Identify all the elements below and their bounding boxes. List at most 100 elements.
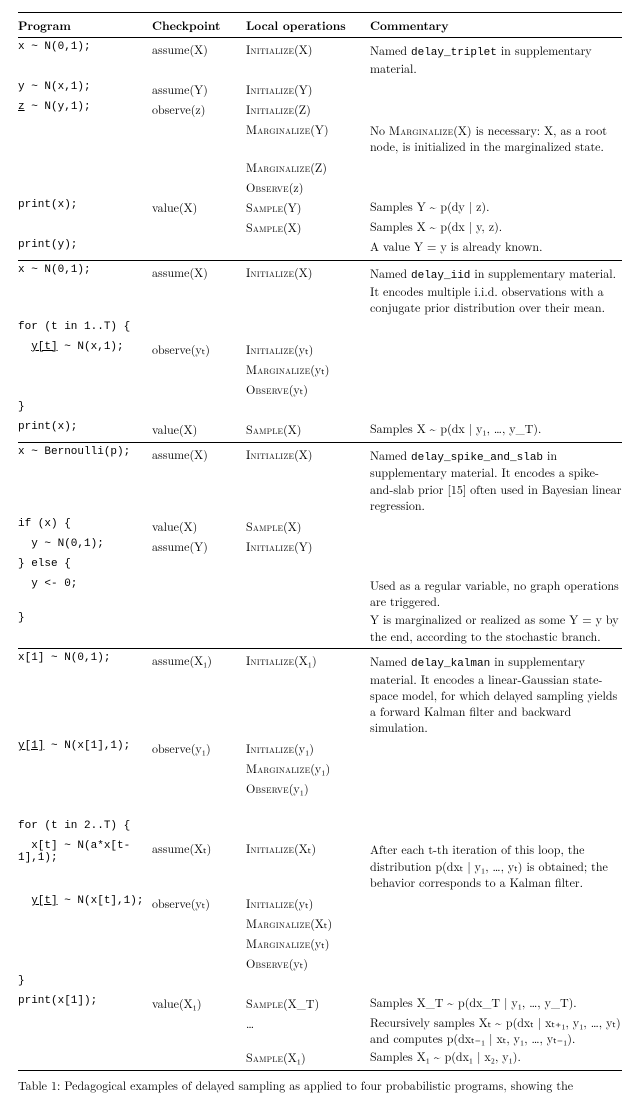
table-row: for (t in 1..T) {	[18, 320, 622, 340]
cell-commentary: Samples X₁ ~ p(dx₁ | x₂, y₁).	[370, 1049, 622, 1065]
cell-checkpoint: observe(y₁)	[152, 740, 246, 757]
cell-op: Sample(X)	[246, 518, 370, 535]
table-row: Observe(y₁)	[18, 779, 622, 799]
cell-op: Marginalize(Y)	[246, 121, 370, 138]
table-body: x ~ N(0,1);assume(X)Initialize(X)Named d…	[18, 38, 622, 1070]
table-header-row: Program Checkpoint Local operations Comm…	[18, 13, 622, 37]
table-row	[18, 799, 622, 819]
table-row: x ~ N(0,1);assume(X)Initialize(X)Named d…	[18, 263, 622, 319]
cell-program: y[t] ~ N(x[t],1);	[18, 895, 152, 907]
cell-program: y ~ N(0,1);	[18, 538, 152, 550]
cell-commentary: Named delay_spike_and_slab in supplement…	[370, 446, 622, 516]
table-block: x ~ Bernoulli(p);assume(X)Initialize(X)N…	[18, 443, 622, 648]
table-row: x ~ N(0,1);assume(X)Initialize(X)Named d…	[18, 40, 622, 80]
cell-program: x ~ N(0,1);	[18, 264, 152, 276]
cell-checkpoint: assume(X₁)	[152, 652, 246, 669]
table-row: for (t in 2..T) {	[18, 819, 622, 839]
table-row: x ~ Bernoulli(p);assume(X)Initialize(X)N…	[18, 445, 622, 517]
table-caption: Table 1: Pedagogical examples of delayed…	[18, 1071, 622, 1096]
cell-op: Initialize(X)	[246, 446, 370, 463]
table-row: Sample(X)Samples X ~ p(dx | y, z).	[18, 218, 622, 238]
cell-op: Marginalize(yₜ)	[246, 361, 370, 378]
cell-op: Initialize(X)	[246, 264, 370, 281]
cell-checkpoint: observe(yₜ)	[152, 341, 246, 358]
table-row: x[1] ~ N(0,1);assume(X₁)Initialize(X₁)Na…	[18, 651, 622, 740]
cell-op: Sample(X)	[246, 219, 370, 236]
table-row: Observe(yₜ)	[18, 954, 622, 974]
cell-commentary: Samples Y ~ p(dy | z).	[370, 199, 622, 215]
cell-program: print(x);	[18, 199, 152, 211]
cell-checkpoint: observe(z)	[152, 101, 246, 118]
cell-program: print(x[1]);	[18, 995, 152, 1007]
header-ops: Local operations	[246, 16, 370, 34]
table-row: print(y);A value Y = y is already known.	[18, 238, 622, 258]
cell-program: y[t] ~ N(x,1);	[18, 341, 152, 353]
cell-commentary: Samples X ~ p(dx | y, z).	[370, 219, 622, 235]
cell-commentary: After each t-th iteration of this loop, …	[370, 840, 622, 893]
table-row: Marginalize(Y)No Marginalize(X) is neces…	[18, 120, 622, 158]
table-row: y[t] ~ N(x[t],1);observe(yₜ)Initialize(y…	[18, 894, 622, 914]
table-row: print(x);value(X)Sample(X)Samples X ~ p(…	[18, 420, 622, 440]
table-row: Observe(yₜ)	[18, 380, 622, 400]
cell-checkpoint: assume(X)	[152, 446, 246, 463]
table-block: x ~ N(0,1);assume(X)Initialize(X)Named d…	[18, 38, 622, 260]
cell-program: x[t] ~ N(a*x[t-1],1);	[18, 840, 152, 864]
cell-op: Initialize(Z)	[246, 101, 370, 118]
table-row: y <- 0;Used as a regular variable, no gr…	[18, 577, 622, 611]
table-row: } Y is marginalized or realized as some Y…	[18, 611, 622, 645]
cell-checkpoint: value(X₁)	[152, 995, 246, 1012]
table-row: }	[18, 974, 622, 994]
cell-op: Initialize(Y)	[246, 538, 370, 555]
cell-op: Initialize(Y)	[246, 81, 370, 98]
table-row: } else {	[18, 557, 622, 577]
table-row: Marginalize(yₜ)	[18, 360, 622, 380]
table-row: if (x) {value(X)Sample(X)	[18, 517, 622, 537]
table-row: print(x[1]);value(X₁)Sample(X_T)Samples …	[18, 994, 622, 1014]
cell-op: Marginalize(Z)	[246, 159, 370, 176]
cell-program: }	[18, 401, 152, 413]
table-wrapper: Program Checkpoint Local operations Comm…	[18, 12, 622, 1096]
cell-checkpoint: assume(Y)	[152, 81, 246, 98]
cell-op: Observe(z)	[246, 179, 370, 196]
cell-checkpoint: assume(Y)	[152, 538, 246, 555]
cell-commentary: Samples X_T ~ p(dx_T | y₁, …, y_T).	[370, 995, 622, 1011]
cell-checkpoint: assume(X)	[152, 41, 246, 58]
cell-op: Sample(Y)	[246, 199, 370, 216]
cell-program: y[1] ~ N(x[1],1);	[18, 740, 152, 752]
cell-program: y ~ N(x,1);	[18, 81, 152, 93]
cell-program: x ~ Bernoulli(p);	[18, 446, 152, 458]
cell-checkpoint: value(X)	[152, 199, 246, 216]
caption-text: Pedagogical examples of delayed sampling…	[64, 1077, 573, 1094]
cell-program: } else {	[18, 558, 152, 570]
table-row: Marginalize(yₜ)	[18, 934, 622, 954]
cell-op: Sample(X_T)	[246, 995, 370, 1012]
table-row: Marginalize(y₁)	[18, 759, 622, 779]
cell-program: x[1] ~ N(0,1);	[18, 652, 152, 664]
cell-program: print(x);	[18, 421, 152, 433]
cell-commentary: Samples X ~ p(dx | y₁, …, y_T).	[370, 421, 622, 437]
cell-op: Sample(X)	[246, 421, 370, 438]
table-row: y[1] ~ N(x[1],1);observe(y₁)Initialize(y…	[18, 739, 622, 759]
table-row: print(x);value(X)Sample(Y)Samples Y ~ p(…	[18, 198, 622, 218]
table-block: x ~ N(0,1);assume(X)Initialize(X)Named d…	[18, 261, 622, 441]
cell-op: Initialize(y₁)	[246, 740, 370, 757]
cell-checkpoint: observe(yₜ)	[152, 895, 246, 912]
cell-op: Initialize(X)	[246, 41, 370, 58]
cell-op: Initialize(yₜ)	[246, 895, 370, 912]
table-row: y[t] ~ N(x,1);observe(yₜ)Initialize(yₜ)	[18, 340, 622, 360]
cell-commentary: Y is marginalized or realized as some Y …	[370, 612, 622, 644]
cell-op: Observe(yₜ)	[246, 955, 370, 972]
cell-op: …	[246, 1015, 370, 1032]
cell-program: print(y);	[18, 239, 152, 251]
table-row: y ~ N(x,1);assume(Y)Initialize(Y)	[18, 80, 622, 100]
table-row: y ~ N(0,1);assume(Y)Initialize(Y)	[18, 537, 622, 557]
cell-op: Observe(yₜ)	[246, 381, 370, 398]
caption-prefix: Table 1:	[18, 1077, 64, 1094]
cell-program: }	[18, 612, 152, 624]
table-row: Marginalize(Xₜ)	[18, 914, 622, 934]
cell-commentary: Named delay_kalman in supplementary mate…	[370, 652, 622, 739]
cell-op: Observe(y₁)	[246, 780, 370, 797]
cell-commentary: Named delay_triplet in supplementary mat…	[370, 41, 622, 79]
header-checkpoint: Checkpoint	[152, 16, 246, 34]
table-row: Observe(z)	[18, 178, 622, 198]
